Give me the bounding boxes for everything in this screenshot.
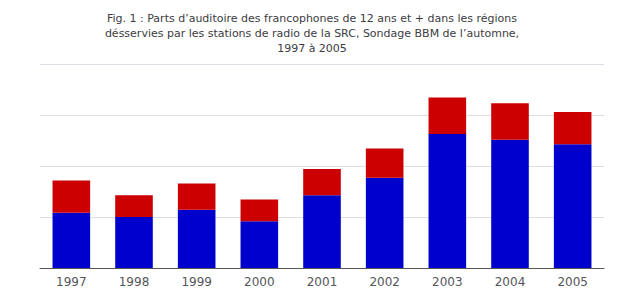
svg-text:1998: 1998 <box>119 275 150 289</box>
svg-text:Fig. 1 : Parts d’auditoire des: Fig. 1 : Parts d’auditoire des francopho… <box>107 12 517 25</box>
svg-text:2003: 2003 <box>432 275 463 289</box>
svg-text:1997 à 2005: 1997 à 2005 <box>277 42 347 55</box>
svg-text:2000: 2000 <box>244 275 275 289</box>
svg-text:désservies par les stations de: désservies par les stations de radio de … <box>105 27 519 40</box>
svg-text:2005: 2005 <box>557 275 588 289</box>
svg-text:1999: 1999 <box>181 275 212 289</box>
svg-text:2001: 2001 <box>307 275 338 289</box>
svg-text:2002: 2002 <box>369 275 400 289</box>
svg-text:2004: 2004 <box>495 275 526 289</box>
svg-text:1997: 1997 <box>56 275 87 289</box>
